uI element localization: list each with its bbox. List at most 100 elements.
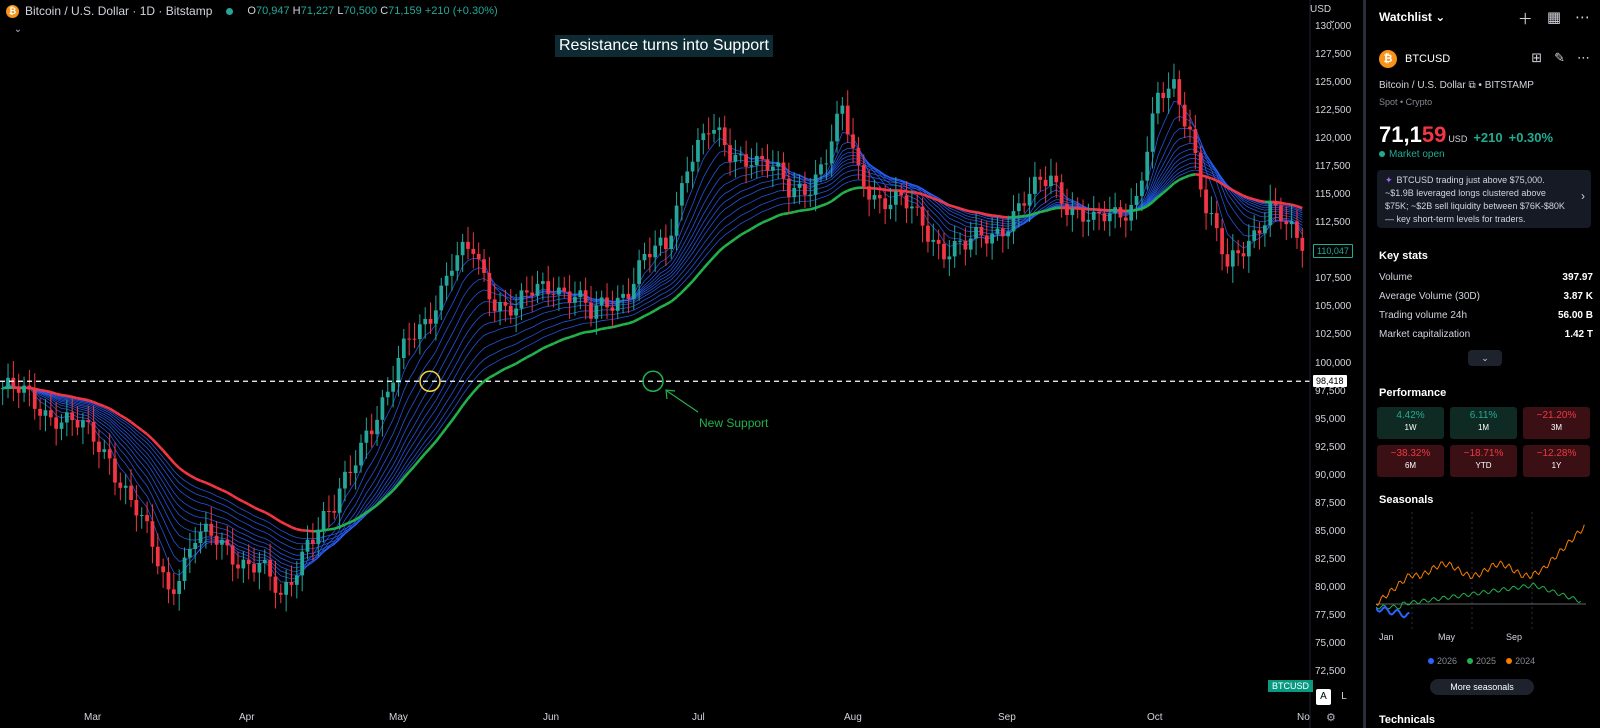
candle-body: [760, 155, 765, 160]
candle-body: [1204, 189, 1208, 214]
price-chart[interactable]: [0, 0, 1363, 728]
slow-ema-segment: [1023, 213, 1030, 218]
exchange-name[interactable]: BITSTAMP: [1484, 80, 1534, 91]
candle-body: [439, 285, 444, 311]
slow-ema-segment: [696, 267, 705, 276]
slow-ema-segment: [226, 491, 234, 497]
performance-cell-6m[interactable]: −38.32% 6M: [1377, 445, 1444, 477]
price-axis-label: 92,500: [1315, 441, 1346, 453]
more-icon[interactable]: ⋯: [1577, 50, 1590, 65]
slow-ema-segment: [55, 392, 62, 397]
plus-icon[interactable]: ＋: [1517, 11, 1533, 28]
slow-ema-segment: [606, 325, 613, 330]
slow-ema-segment: [1146, 201, 1154, 208]
slow-ema-segment: [488, 373, 496, 379]
candle-body: [931, 239, 936, 242]
gear-icon[interactable]: ⚙: [1326, 712, 1336, 724]
edit-icon[interactable]: ✎: [1554, 50, 1565, 65]
annotation-title[interactable]: Resistance turns into Support: [555, 35, 773, 57]
watchlist-title[interactable]: Watchlist ⌄: [1379, 10, 1445, 24]
candle-body: [984, 235, 989, 244]
candle-body: [321, 510, 326, 530]
news-card[interactable]: ✦ BTCUSD trading just above $75,000. ~$1.…: [1377, 170, 1591, 228]
slow-ema-segment: [172, 461, 181, 469]
candle-body: [364, 430, 369, 443]
slow-ema-segment: [296, 528, 303, 532]
candle-body: [867, 186, 871, 200]
slow-ema-segment: [932, 197, 940, 202]
layout-icon[interactable]: ▦: [1546, 9, 1561, 26]
stat-value: 1.42 T: [1564, 329, 1593, 340]
candle-body: [1209, 213, 1214, 215]
candle-body: [546, 281, 551, 294]
candle-body: [803, 183, 807, 195]
close-label: C: [380, 5, 389, 17]
performance-cell-1m[interactable]: 6.11% 1M: [1450, 407, 1517, 439]
candle-body: [1279, 205, 1283, 222]
slow-ema-segment: [702, 261, 710, 270]
currency-selector[interactable]: USD ⌄: [1310, 4, 1360, 26]
slow-ema-segment: [344, 521, 351, 526]
level-price-tag: 98,418: [1313, 375, 1347, 387]
change-value: +210 (+0.30%): [424, 5, 498, 17]
candle-body: [1300, 237, 1305, 251]
price-axis-label: 80,000: [1315, 581, 1346, 593]
slow-ema-segment: [1045, 208, 1052, 213]
slow-ema-segment: [504, 364, 512, 370]
slow-ema-segment: [547, 342, 555, 348]
slow-ema-segment: [237, 497, 244, 503]
candle-body: [845, 105, 850, 135]
legend-2025[interactable]: 2025: [1467, 656, 1496, 666]
slow-ema-segment: [1226, 186, 1234, 192]
slow-ema-segment: [1189, 173, 1196, 177]
grid-icon[interactable]: ⊞: [1531, 50, 1543, 65]
legend-2026[interactable]: 2026: [1428, 656, 1457, 666]
candle-body: [744, 154, 748, 167]
collapse-legend-chevron-icon[interactable]: ⌄: [13, 24, 23, 35]
performance-cell-1y[interactable]: −12.28% 1Y: [1523, 445, 1590, 477]
expand-stats-button[interactable]: ⌄: [1468, 350, 1502, 366]
symbol-name[interactable]: BTCUSD: [1405, 53, 1451, 65]
technicals-title[interactable]: Technicals: [1379, 714, 1436, 726]
seasonals-chart[interactable]: [1376, 512, 1591, 632]
slow-ema-segment: [729, 237, 737, 244]
annotation-new-support[interactable]: New Support: [699, 416, 769, 430]
candle-body: [262, 559, 267, 564]
full-name-text[interactable]: Bitcoin / U.S. Dollar: [1379, 80, 1466, 91]
performance-cell-1w[interactable]: 4.42% 1W: [1377, 407, 1444, 439]
slow-ema-segment: [130, 420, 138, 428]
legend-2024[interactable]: 2024: [1506, 656, 1535, 666]
log-scale-button[interactable]: L: [1341, 691, 1347, 702]
more-icon[interactable]: ⋯: [1575, 9, 1590, 26]
slow-ema-segment: [360, 511, 368, 518]
slow-ema-segment: [339, 523, 346, 529]
slow-ema-segment: [349, 518, 357, 524]
external-link-icon[interactable]: ⧉: [1468, 80, 1476, 91]
seasonals-axis-sep: Sep: [1506, 632, 1523, 642]
more-seasonals-button[interactable]: More seasonals: [1430, 679, 1534, 695]
symbol-title[interactable]: Bitcoin / U.S. Dollar · 1D · Bitstamp: [25, 4, 213, 18]
slow-ema-segment: [643, 312, 651, 318]
chevron-down-icon: ⌄: [1435, 10, 1446, 24]
slow-ema-segment: [1034, 210, 1041, 215]
slow-ema-segment: [1077, 206, 1084, 211]
candle-body: [193, 542, 198, 549]
performance-value: −18.71%: [1463, 448, 1504, 459]
auto-scale-button[interactable]: A: [1316, 689, 1331, 705]
candle-body: [1295, 221, 1299, 238]
performance-title: Performance: [1379, 387, 1447, 399]
candle-body: [1166, 88, 1171, 99]
candle-body: [316, 529, 321, 544]
candle-body: [1006, 231, 1011, 237]
candle-body: [669, 235, 674, 249]
performance-cell-ytd[interactable]: −18.71% YTD: [1450, 445, 1517, 477]
slow-ema-segment: [483, 376, 491, 383]
candle-body: [27, 385, 32, 390]
chart-area[interactable]: ₿ Bitcoin / U.S. Dollar · 1D · Bitstamp …: [0, 0, 1363, 728]
performance-cell-3m[interactable]: −21.20% 3M: [1523, 407, 1590, 439]
slow-ema-segment: [1157, 191, 1165, 199]
slow-ema-segment: [440, 426, 448, 436]
candle-body: [642, 253, 647, 261]
slow-ema-segment: [680, 285, 689, 294]
slow-ema-segment: [77, 396, 84, 401]
